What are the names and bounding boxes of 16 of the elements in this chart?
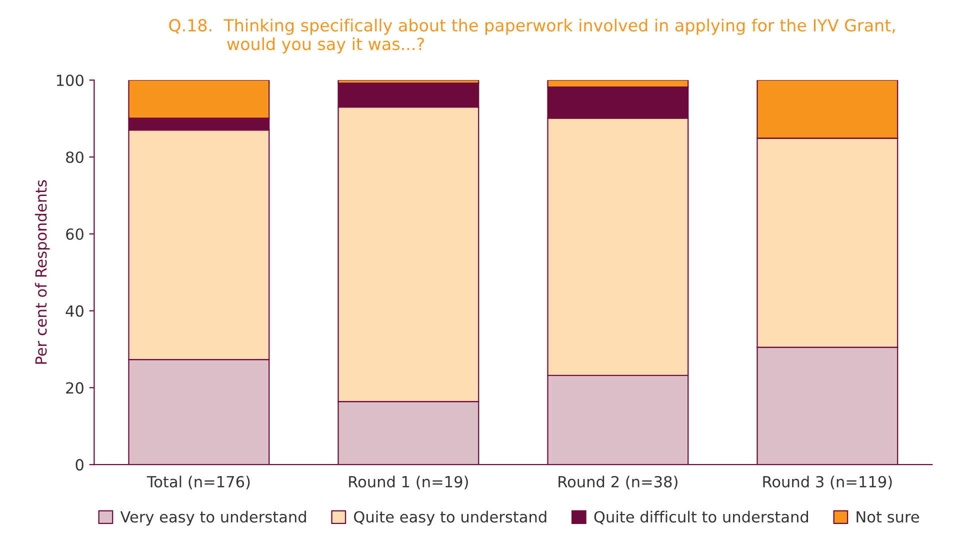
- x-tick-label: Total (n=176): [146, 476, 250, 490]
- legend-label: Quite easy to understand: [354, 510, 546, 526]
- y-tick-label: 80: [66, 151, 84, 164]
- y-tick-label: 40: [66, 305, 84, 317]
- y-tick-label: 0: [76, 459, 84, 471]
- y-axis-title: Per cent of Respondents: [34, 180, 50, 364]
- legend-label: Quite difficult to understand: [594, 510, 808, 524]
- y-tick-label: 60: [66, 228, 84, 240]
- chart-title: Q.18. Thinking specifically about the paperwork involved in applying for the IYV Grant, would you say it was...?: [169, 18, 895, 54]
- legend-label: Very easy to understand: [120, 510, 306, 526]
- legend-label: Not sure: [856, 511, 920, 523]
- x-tick-label: Round 1 (n=19): [349, 476, 468, 490]
- x-tick-label: Round 3 (n=119): [763, 476, 892, 490]
- x-tick-label: Round 2 (n=38): [558, 476, 678, 490]
- y-tick-label: 100: [56, 74, 84, 86]
- y-tick-label: 20: [66, 382, 84, 394]
